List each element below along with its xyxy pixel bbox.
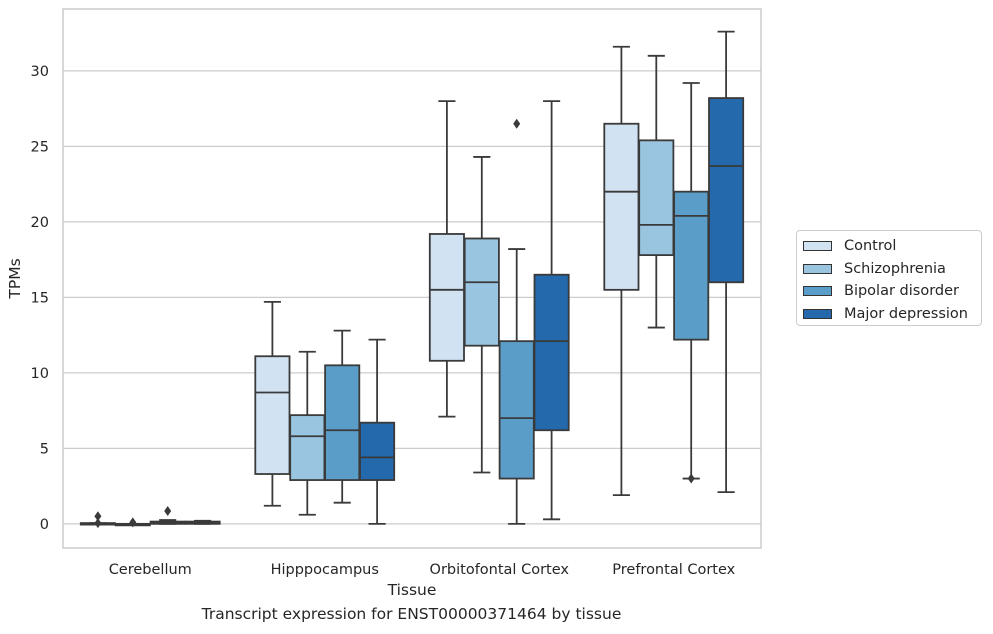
box-group <box>184 519 221 525</box>
y-tick-label: 0 <box>40 517 49 533</box>
y-tick-label: 5 <box>40 441 49 457</box>
box-group <box>533 100 570 521</box>
legend-item-bipolar-disorder: Bipolar disorder <box>803 280 981 303</box>
box <box>254 355 291 475</box>
box <box>673 190 710 341</box>
legend-label: Control <box>844 238 897 255</box>
y-tick-label: 10 <box>31 366 49 382</box>
x-tick-label: Prefrontal Cortex <box>612 562 735 578</box>
legend-swatch <box>803 286 832 297</box>
y-tick-label: 15 <box>31 290 49 306</box>
box-group <box>673 82 710 484</box>
outlier-point <box>164 506 172 517</box>
box-group <box>428 100 465 418</box>
box <box>638 139 675 256</box>
legend-swatch <box>803 241 832 252</box>
legend-label: Schizophrenia <box>844 260 946 277</box>
box <box>533 273 570 432</box>
box-group <box>289 350 326 516</box>
box <box>463 237 500 347</box>
box <box>603 122 640 291</box>
y-tick-label: 30 <box>31 64 49 80</box>
box <box>498 340 535 480</box>
x-tick-label: Orbitofontal Cortex <box>430 562 570 578</box>
grid <box>63 70 761 525</box>
box-group <box>79 511 116 529</box>
legend-item-schizophrenia: Schizophrenia <box>803 258 981 281</box>
x-tick-label: Hipppocampus <box>271 562 379 578</box>
box <box>428 233 465 362</box>
box-group <box>254 301 291 507</box>
legend-label: Bipolar disorder <box>844 283 959 300</box>
outlier-point <box>129 517 137 528</box>
outlier-point <box>513 118 521 129</box>
box <box>359 421 396 481</box>
box-group <box>149 506 186 525</box>
legend-label: Major depression <box>844 305 968 322</box>
box <box>708 97 745 284</box>
x-axis-label: Tissue <box>387 581 437 599</box>
legend-swatch <box>803 308 832 319</box>
box <box>324 364 361 481</box>
boxes <box>79 30 745 529</box>
legend-item-control: Control <box>803 235 981 258</box>
outlier-point <box>687 473 695 484</box>
box-group <box>324 329 361 504</box>
tick-labels: 0 5 10 15 20 25 30 Cerebellum Hipppocampus Orbito… <box>31 64 736 578</box>
legend-item-major-depression: Major depression <box>803 303 981 326</box>
box-group <box>638 54 675 329</box>
legend-swatch <box>803 263 832 274</box>
y-tick-label: 25 <box>31 139 49 155</box>
outlier-point <box>94 518 102 529</box>
chart-caption: Transcript expression for ENST0000037146… <box>201 605 622 623</box>
box-group <box>114 517 151 528</box>
plot-frame <box>62 8 762 549</box>
box-group <box>603 45 640 497</box>
box-group <box>708 30 745 494</box>
legend: Control Schizophrenia Bipolar disorder M… <box>796 230 982 326</box>
box-group <box>463 156 500 474</box>
x-tick-label: Cerebellum <box>109 562 192 578</box>
box-group <box>498 118 535 525</box>
box-group <box>359 338 396 525</box>
y-tick-label: 20 <box>31 215 49 231</box>
box <box>289 414 326 481</box>
outlier-point <box>94 511 102 522</box>
y-axis-label: TPMs <box>6 258 24 299</box>
